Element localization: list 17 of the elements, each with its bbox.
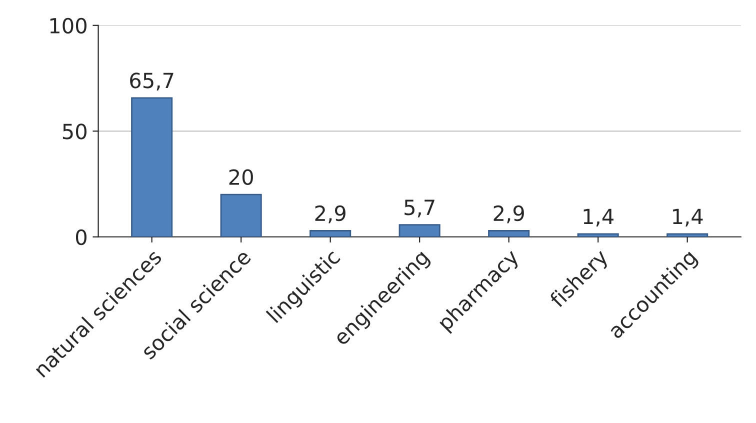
- bar: [220, 194, 262, 237]
- y-tick-label: 100: [50, 18, 86, 34]
- data-label: 2,9: [315, 205, 346, 224]
- data-label: 2,9: [494, 205, 524, 224]
- bar: [131, 97, 173, 237]
- data-label: 20: [229, 169, 253, 185]
- data-label: 65,7: [130, 72, 174, 90]
- data-label: 1,4: [584, 208, 614, 226]
- y-tick-label: 0: [76, 229, 86, 246]
- bar: [577, 233, 619, 237]
- bar: [398, 224, 440, 237]
- bar: [666, 233, 708, 237]
- data-label: 5,7: [404, 200, 434, 218]
- data-label: 1,4: [673, 208, 703, 226]
- bar: [310, 230, 352, 237]
- y-tick-label: 50: [62, 124, 86, 140]
- bar: [488, 230, 530, 237]
